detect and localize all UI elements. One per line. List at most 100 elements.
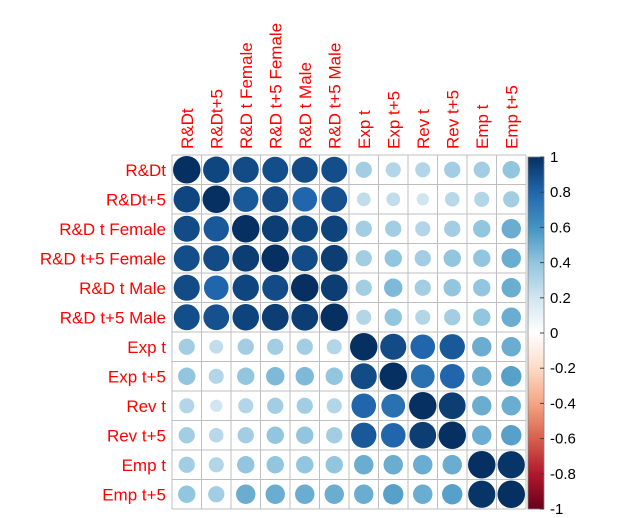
correlation-circle [354,455,374,475]
correlation-circle [291,245,318,272]
correlation-circle [468,480,496,508]
correlation-circle [291,303,319,331]
correlation-circle [415,162,431,178]
row-labels: R&Dt R&Dt+5 R&D t Female R&D t+5 Female R&D … [40,161,166,505]
correlation-circle [266,367,285,386]
correlation-circle [474,191,490,207]
correlation-circle [295,484,315,504]
correlation-circle [501,337,521,357]
correlation-circle [203,156,230,183]
correlation-circle [237,456,255,474]
correlation-circle [497,480,525,508]
correlation-circle [202,185,230,213]
correlation-circle [261,244,289,272]
correlation-circle [267,397,284,414]
correlation-circle [325,367,343,385]
correlation-circle [232,156,259,183]
correlation-circle [173,304,200,331]
column-label: Emp t+5 [502,85,521,149]
correlation-circle [410,364,435,389]
correlation-circle [497,451,525,479]
correlation-circle [442,455,462,475]
correlation-circle [444,220,461,237]
correlation-circle [203,245,230,272]
correlation-circle [473,279,491,297]
correlation-circle [473,308,491,326]
correlation-circle [416,193,429,206]
row-label: R&D t Female [59,220,166,239]
colorbar-ticks: 1 0.8 0.6 0.4 0.2 0 -0.2 -0.4 -0.6 -0.8 -1 [540,149,576,518]
colorbar-tick-label: -1 [550,501,563,518]
colorbar-tick-label: 0.6 [550,219,571,236]
correlation-circle [232,244,260,272]
correlation-circle [439,334,465,360]
correlation-circle [326,427,343,444]
correlation-circle [384,278,403,297]
column-label: Exp t+5 [384,91,403,149]
column-label: R&Dt+5 [207,89,226,149]
correlation-circle [350,333,378,361]
correlation-circle [409,421,437,449]
correlation-circle [296,338,313,355]
column-label: R&D t+5 Male [325,43,344,149]
colorbar-tick-label: 0.2 [550,290,571,307]
correlation-circle [472,337,492,357]
correlation-circle [266,456,284,474]
column-label: Rev t [414,109,433,149]
correlation-circle [383,455,403,475]
correlation-circle [501,278,521,298]
correlation-circle [203,216,229,242]
row-label: R&Dt+5 [106,190,166,209]
correlation-circle [350,363,377,390]
correlation-circle [501,307,521,327]
correlation-circle [501,248,521,268]
row-label: R&D t+5 Female [40,249,166,268]
correlation-circle [267,338,284,355]
colorbar-tick-label: 1 [550,149,558,166]
row-label: R&D t+5 Male [60,308,166,327]
correlation-circle [472,366,492,386]
correlation-circle [501,425,522,446]
correlation-circle [178,338,195,355]
correlation-circle [209,339,224,354]
correlation-circle [295,367,314,386]
correlation-circle [320,215,348,243]
correlation-circle [384,308,402,326]
correlation-circle [210,399,223,412]
correlation-circle [292,186,318,212]
correlation-circle [414,250,431,267]
correlation-circle [173,274,200,301]
correlation-circle [179,398,195,414]
correlation-circle [438,421,466,449]
column-label: Emp t [473,104,492,149]
correlation-circle [320,303,348,331]
correlation-circle [443,279,461,297]
correlation-circle [414,279,431,296]
correlation-circle [444,191,460,207]
correlation-circle [321,156,348,183]
correlation-circle [385,162,401,178]
row-label: Exp t [127,338,166,357]
row-label: Emp t+5 [102,485,166,504]
correlation-circle [232,274,259,301]
correlation-circle [385,220,402,237]
correlation-circle [438,392,466,420]
correlation-circle [326,339,342,355]
correlation-circle [296,397,313,414]
column-label: R&Dt [178,108,197,149]
correlation-circle [473,249,491,267]
row-label: R&Dt [125,161,166,180]
correlation-circle [261,215,289,243]
correlation-circle [351,393,377,419]
correlation-circle [232,303,260,331]
correlation-circle [237,427,254,444]
grid [171,154,527,510]
correlation-circle [356,192,371,207]
correlation-circle [262,186,289,213]
correlation-circle [443,249,461,267]
correlation-circle [291,274,319,302]
correlation-circle [415,221,431,237]
correlation-circle [237,367,255,385]
correlation-circle [380,333,407,360]
